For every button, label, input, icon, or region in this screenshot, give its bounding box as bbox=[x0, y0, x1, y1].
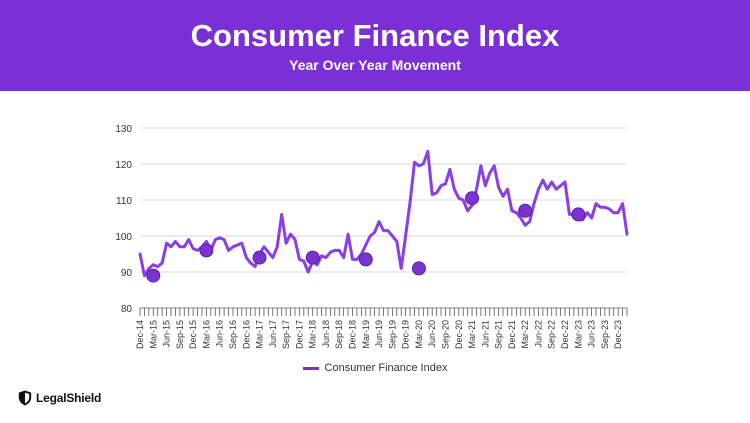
shield-icon bbox=[18, 390, 32, 406]
highlight-markers bbox=[146, 191, 586, 283]
x-tick-label: Mar-20 bbox=[414, 320, 424, 349]
grid-lines bbox=[139, 127, 628, 316]
x-tick-label: Dec-19 bbox=[401, 320, 411, 349]
highlight-point bbox=[411, 261, 426, 276]
x-tick-label: Mar-15 bbox=[148, 320, 158, 349]
legend-swatch bbox=[302, 366, 319, 370]
x-tick-label: Mar-16 bbox=[201, 320, 211, 349]
page-subtitle: Year Over Year Movement bbox=[289, 57, 461, 73]
x-tick-label: Sep-15 bbox=[175, 320, 185, 349]
x-axis-ticks: Dec-14 Mar-15 Jun-15 Sep-15 Dec-15 Mar-16 Jun-… bbox=[135, 320, 623, 349]
x-tick-label: Sep-18 bbox=[334, 320, 344, 349]
x-tick-label: Jun-22 bbox=[533, 320, 543, 348]
y-tick-label: 130 bbox=[115, 124, 132, 135]
x-tick-label: Jun-19 bbox=[374, 320, 384, 348]
x-tick-label: Sep-19 bbox=[387, 320, 397, 349]
x-tick-label: Sep-16 bbox=[228, 320, 238, 349]
x-tick-label: Dec-15 bbox=[188, 320, 198, 349]
x-tick-label: Mar-23 bbox=[573, 320, 583, 349]
x-tick-label: Jun-20 bbox=[427, 320, 437, 348]
header-banner: Consumer Finance Index Year Over Year Mo… bbox=[0, 0, 750, 91]
y-tick-label: 120 bbox=[115, 160, 132, 171]
highlight-point bbox=[199, 243, 214, 258]
x-tick-label: Sep-22 bbox=[547, 320, 557, 349]
x-tick-label: Dec-23 bbox=[613, 320, 623, 349]
page-title: Consumer Finance Index bbox=[190, 18, 560, 53]
x-tick-label: Mar-18 bbox=[308, 320, 318, 349]
x-tick-label: Dec-18 bbox=[348, 320, 358, 349]
x-tick-label: Mar-22 bbox=[520, 320, 530, 349]
brand-name: LegalShield bbox=[36, 391, 102, 405]
highlight-point bbox=[518, 203, 533, 218]
series-line bbox=[138, 149, 629, 278]
x-tick-label: Sep-21 bbox=[494, 320, 504, 349]
highlight-point bbox=[252, 250, 267, 265]
highlight-point bbox=[358, 252, 373, 267]
x-tick-label: Dec-20 bbox=[454, 320, 464, 349]
y-tick-label: 90 bbox=[121, 268, 133, 279]
series-group bbox=[138, 149, 629, 278]
x-tick-label: Dec-17 bbox=[294, 320, 304, 349]
x-tick-label: Dec-16 bbox=[241, 320, 251, 349]
y-axis-ticks: 80 90 100 110 120 130 bbox=[115, 124, 132, 315]
y-tick-label: 110 bbox=[116, 196, 132, 207]
highlight-point bbox=[465, 191, 480, 206]
x-tick-label: Sep-23 bbox=[600, 320, 610, 349]
x-tick-label: Sep-20 bbox=[440, 320, 450, 349]
highlight-point bbox=[571, 207, 586, 222]
x-tick-label: Jun-18 bbox=[321, 320, 331, 348]
x-tick-label: Jun-21 bbox=[480, 320, 490, 348]
x-tick-label: Mar-19 bbox=[361, 320, 371, 349]
y-tick-label: 100 bbox=[115, 232, 132, 243]
highlight-point bbox=[305, 250, 320, 265]
x-tick-label: Sep-17 bbox=[281, 320, 291, 349]
x-tick-label: Dec-22 bbox=[560, 320, 570, 349]
x-tick-label: Jun-17 bbox=[268, 320, 278, 348]
x-tick-label: Dec-21 bbox=[507, 320, 517, 349]
x-tick-label: Dec-14 bbox=[135, 320, 145, 349]
legend-label: Consumer Finance Index bbox=[324, 362, 448, 375]
x-tick-label: Jun-15 bbox=[162, 320, 172, 348]
x-tick-label: Jun-16 bbox=[215, 320, 225, 348]
brand-logo: LegalShield bbox=[18, 390, 101, 406]
x-tick-label: Mar-17 bbox=[255, 320, 265, 349]
x-tick-label: Mar-21 bbox=[467, 320, 477, 349]
highlight-point bbox=[146, 268, 161, 283]
x-tick-label: Jun-23 bbox=[587, 320, 597, 348]
y-tick-label: 80 bbox=[121, 304, 133, 315]
legend: Consumer Finance Index bbox=[0, 362, 750, 374]
